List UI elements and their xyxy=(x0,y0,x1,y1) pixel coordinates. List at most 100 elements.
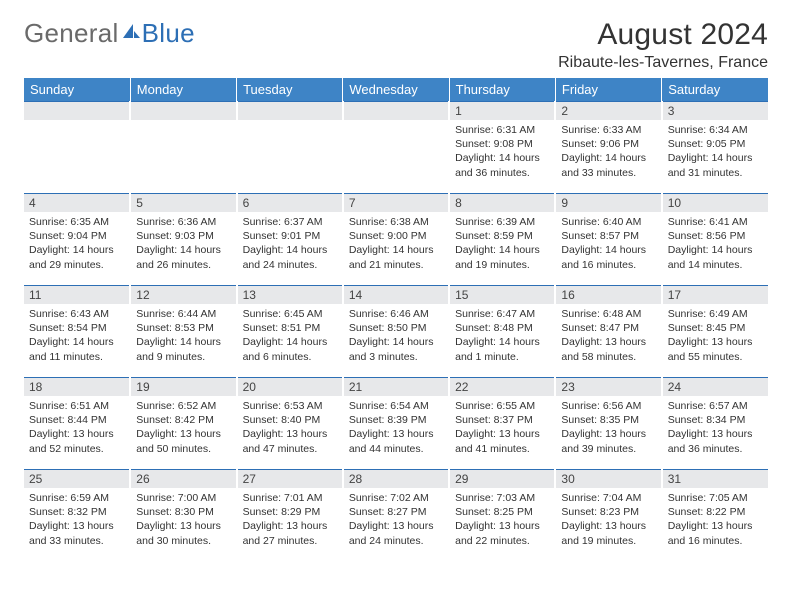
weekday-header: Wednesday xyxy=(343,78,449,102)
sunrise-text: Sunrise: 6:59 AM xyxy=(29,491,124,505)
sunset-text: Sunset: 8:47 PM xyxy=(561,321,655,335)
weekday-header: Tuesday xyxy=(237,78,343,102)
day-number: 27 xyxy=(238,470,342,488)
sunset-text: Sunset: 8:23 PM xyxy=(561,505,655,519)
calendar-day-cell: 8Sunrise: 6:39 AMSunset: 8:59 PMDaylight… xyxy=(449,194,555,286)
daylight-text: Daylight: 14 hours and 3 minutes. xyxy=(349,335,443,363)
sunset-text: Sunset: 9:00 PM xyxy=(349,229,443,243)
day-details: Sunrise: 6:34 AMSunset: 9:05 PMDaylight:… xyxy=(663,120,768,184)
daylight-text: Daylight: 13 hours and 30 minutes. xyxy=(136,519,230,547)
sunset-text: Sunset: 9:04 PM xyxy=(29,229,124,243)
calendar-day-cell: 17Sunrise: 6:49 AMSunset: 8:45 PMDayligh… xyxy=(662,286,768,378)
sunrise-text: Sunrise: 6:52 AM xyxy=(136,399,230,413)
calendar-day-cell: 3Sunrise: 6:34 AMSunset: 9:05 PMDaylight… xyxy=(662,102,768,194)
calendar-day-cell: 23 Sunrise: 6:56 AMSunset: 8:35 PMDayligh… xyxy=(555,378,661,470)
page-header: General Blue August 2024 Ribaute-les-Tav… xyxy=(24,18,768,72)
day-number: 2 xyxy=(556,102,660,120)
daylight-text: Daylight: 13 hours and 16 minutes. xyxy=(668,519,763,547)
weekday-header: Thursday xyxy=(449,78,555,102)
calendar-day-cell: 31Sunrise: 7:05 AMSunset: 8:22 PMDayligh… xyxy=(662,470,768,562)
sunrise-text: Sunrise: 6:53 AM xyxy=(243,399,337,413)
calendar-day-cell xyxy=(24,102,130,194)
daylight-text: Daylight: 13 hours and 44 minutes. xyxy=(349,427,443,455)
day-number: 15 xyxy=(450,286,554,304)
daylight-text: Daylight: 14 hours and 9 minutes. xyxy=(136,335,230,363)
sunset-text: Sunset: 8:35 PM xyxy=(561,413,655,427)
daylight-text: Daylight: 13 hours and 58 minutes. xyxy=(561,335,655,363)
day-details: Sunrise: 6:39 AMSunset: 8:59 PMDaylight:… xyxy=(450,212,554,276)
sunrise-text: Sunrise: 6:56 AM xyxy=(561,399,655,413)
day-number: 18 xyxy=(24,378,129,396)
sunset-text: Sunset: 8:32 PM xyxy=(29,505,124,519)
calendar-day-cell xyxy=(237,102,343,194)
daylight-text: Daylight: 13 hours and 52 minutes. xyxy=(29,427,124,455)
sunrise-text: Sunrise: 6:47 AM xyxy=(455,307,549,321)
calendar-day-cell: 4Sunrise: 6:35 AMSunset: 9:04 PMDaylight… xyxy=(24,194,130,286)
sunrise-text: Sunrise: 6:55 AM xyxy=(455,399,549,413)
calendar-day-cell: 25Sunrise: 6:59 AMSunset: 8:32 PMDayligh… xyxy=(24,470,130,562)
sunset-text: Sunset: 8:25 PM xyxy=(455,505,549,519)
daylight-text: Daylight: 14 hours and 16 minutes. xyxy=(561,243,655,271)
sunrise-text: Sunrise: 6:54 AM xyxy=(349,399,443,413)
day-details: Sunrise: 7:05 AMSunset: 8:22 PMDaylight:… xyxy=(663,488,768,552)
day-details: Sunrise: 7:02 AMSunset: 8:27 PMDaylight:… xyxy=(344,488,448,552)
day-number: 19 xyxy=(131,378,235,396)
sunset-text: Sunset: 9:01 PM xyxy=(243,229,337,243)
sunset-text: Sunset: 8:59 PM xyxy=(455,229,549,243)
daylight-text: Daylight: 13 hours and 39 minutes. xyxy=(561,427,655,455)
day-number: 23 xyxy=(556,378,660,396)
calendar-day-cell: 26Sunrise: 7:00 AMSunset: 8:30 PMDayligh… xyxy=(130,470,236,562)
day-number: 30 xyxy=(556,470,660,488)
calendar-day-cell: 22Sunrise: 6:55 AMSunset: 8:37 PMDayligh… xyxy=(449,378,555,470)
day-number: 28 xyxy=(344,470,448,488)
day-number xyxy=(238,102,342,120)
day-details: Sunrise: 6:53 AMSunset: 8:40 PMDaylight:… xyxy=(238,396,342,460)
day-details: Sunrise: 6:48 AMSunset: 8:47 PMDaylight:… xyxy=(556,304,660,368)
sunset-text: Sunset: 8:30 PM xyxy=(136,505,230,519)
daylight-text: Daylight: 13 hours and 27 minutes. xyxy=(243,519,337,547)
sunrise-text: Sunrise: 6:35 AM xyxy=(29,215,124,229)
sunrise-text: Sunrise: 6:39 AM xyxy=(455,215,549,229)
day-number: 3 xyxy=(663,102,768,120)
calendar-day-cell: 21Sunrise: 6:54 AMSunset: 8:39 PMDayligh… xyxy=(343,378,449,470)
sunrise-text: Sunrise: 7:04 AM xyxy=(561,491,655,505)
sunset-text: Sunset: 8:50 PM xyxy=(349,321,443,335)
daylight-text: Daylight: 13 hours and 55 minutes. xyxy=(668,335,763,363)
day-number: 7 xyxy=(344,194,448,212)
logo-text-general: General xyxy=(24,18,119,49)
calendar-week-row: 11Sunrise: 6:43 AMSunset: 8:54 PMDayligh… xyxy=(24,286,768,378)
day-number: 17 xyxy=(663,286,768,304)
sunrise-text: Sunrise: 6:41 AM xyxy=(668,215,763,229)
daylight-text: Daylight: 14 hours and 6 minutes. xyxy=(243,335,337,363)
daylight-text: Daylight: 14 hours and 31 minutes. xyxy=(668,151,763,179)
logo-text-blue: Blue xyxy=(142,18,195,49)
sunrise-text: Sunrise: 6:37 AM xyxy=(243,215,337,229)
location-text: Ribaute-les-Tavernes, France xyxy=(558,54,768,72)
sunrise-text: Sunrise: 6:40 AM xyxy=(561,215,655,229)
sunset-text: Sunset: 8:29 PM xyxy=(243,505,337,519)
sunrise-text: Sunrise: 6:31 AM xyxy=(455,123,549,137)
calendar-day-cell: 29Sunrise: 7:03 AMSunset: 8:25 PMDayligh… xyxy=(449,470,555,562)
sunset-text: Sunset: 9:06 PM xyxy=(561,137,655,151)
sunset-text: Sunset: 8:39 PM xyxy=(349,413,443,427)
day-number: 13 xyxy=(238,286,342,304)
calendar-day-cell: 30Sunrise: 7:04 AMSunset: 8:23 PMDayligh… xyxy=(555,470,661,562)
day-details: Sunrise: 6:54 AMSunset: 8:39 PMDaylight:… xyxy=(344,396,448,460)
day-details: Sunrise: 6:55 AMSunset: 8:37 PMDaylight:… xyxy=(450,396,554,460)
logo: General Blue xyxy=(24,18,195,49)
calendar-day-cell: 9Sunrise: 6:40 AMSunset: 8:57 PMDaylight… xyxy=(555,194,661,286)
day-number: 5 xyxy=(131,194,235,212)
day-number: 10 xyxy=(663,194,768,212)
day-number: 25 xyxy=(24,470,129,488)
daylight-text: Daylight: 14 hours and 11 minutes. xyxy=(29,335,124,363)
day-number: 26 xyxy=(131,470,235,488)
day-details: Sunrise: 6:44 AMSunset: 8:53 PMDaylight:… xyxy=(131,304,235,368)
calendar-day-cell: 2Sunrise: 6:33 AMSunset: 9:06 PMDaylight… xyxy=(555,102,661,194)
day-details: Sunrise: 6:45 AMSunset: 8:51 PMDaylight:… xyxy=(238,304,342,368)
day-details: Sunrise: 6:37 AMSunset: 9:01 PMDaylight:… xyxy=(238,212,342,276)
daylight-text: Daylight: 13 hours and 24 minutes. xyxy=(349,519,443,547)
day-details: Sunrise: 6:40 AMSunset: 8:57 PMDaylight:… xyxy=(556,212,660,276)
daylight-text: Daylight: 13 hours and 36 minutes. xyxy=(668,427,763,455)
day-number: 8 xyxy=(450,194,554,212)
daylight-text: Daylight: 13 hours and 22 minutes. xyxy=(455,519,549,547)
